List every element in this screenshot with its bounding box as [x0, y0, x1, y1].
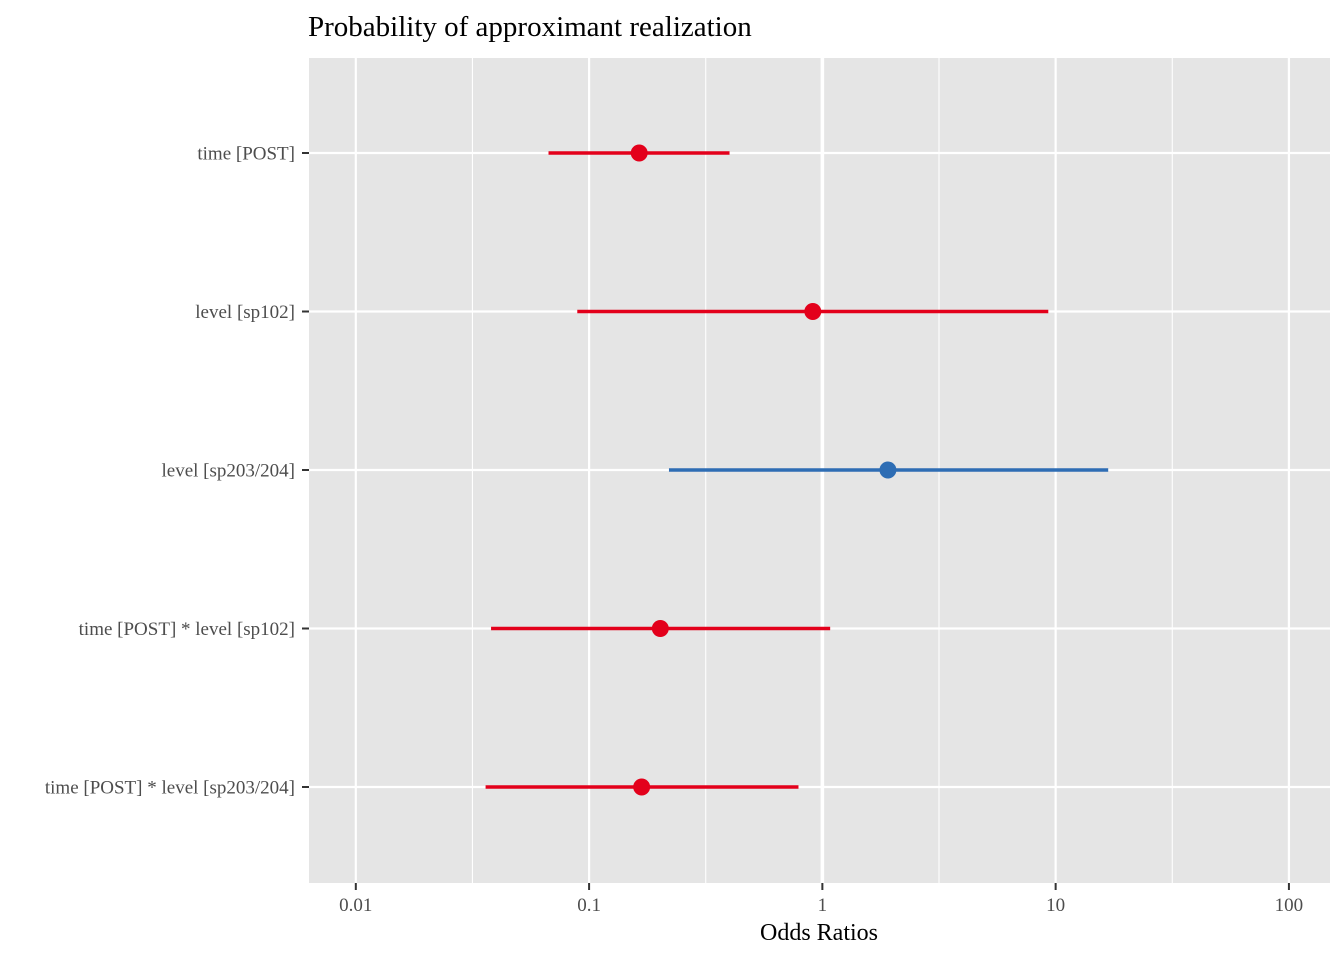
y-tick-label: level [sp203/204]: [161, 461, 295, 482]
estimates: [485, 144, 1109, 796]
x-tick-label: 0.01: [339, 895, 372, 916]
x-tick-label: 0.1: [577, 895, 601, 916]
y-tick-label: level [sp102]: [195, 302, 295, 323]
x-axis-title: Odds Ratios: [760, 920, 878, 946]
y-tick-label: time [POST] * level [sp102]: [79, 619, 295, 640]
y-tick-label: time [POST]: [197, 144, 295, 165]
point-estimate: [651, 620, 669, 637]
x-axis: 0.01 0.1 1 10 100: [339, 883, 1303, 916]
y-tick-label: time [POST] * level [sp203/204]: [45, 778, 295, 799]
point-estimate: [630, 144, 648, 162]
x-tick-label: 100: [1275, 895, 1304, 916]
y-axis: time [POST] level [sp102] level [sp203/204…: [45, 144, 309, 799]
point-estimate: [804, 303, 822, 320]
x-tick-label: 1: [818, 895, 828, 916]
chart-title: Probability of approximant realization: [308, 11, 752, 43]
x-tick-label: 10: [1046, 895, 1065, 916]
point-estimate: [633, 778, 651, 796]
point-estimate: [879, 461, 897, 479]
